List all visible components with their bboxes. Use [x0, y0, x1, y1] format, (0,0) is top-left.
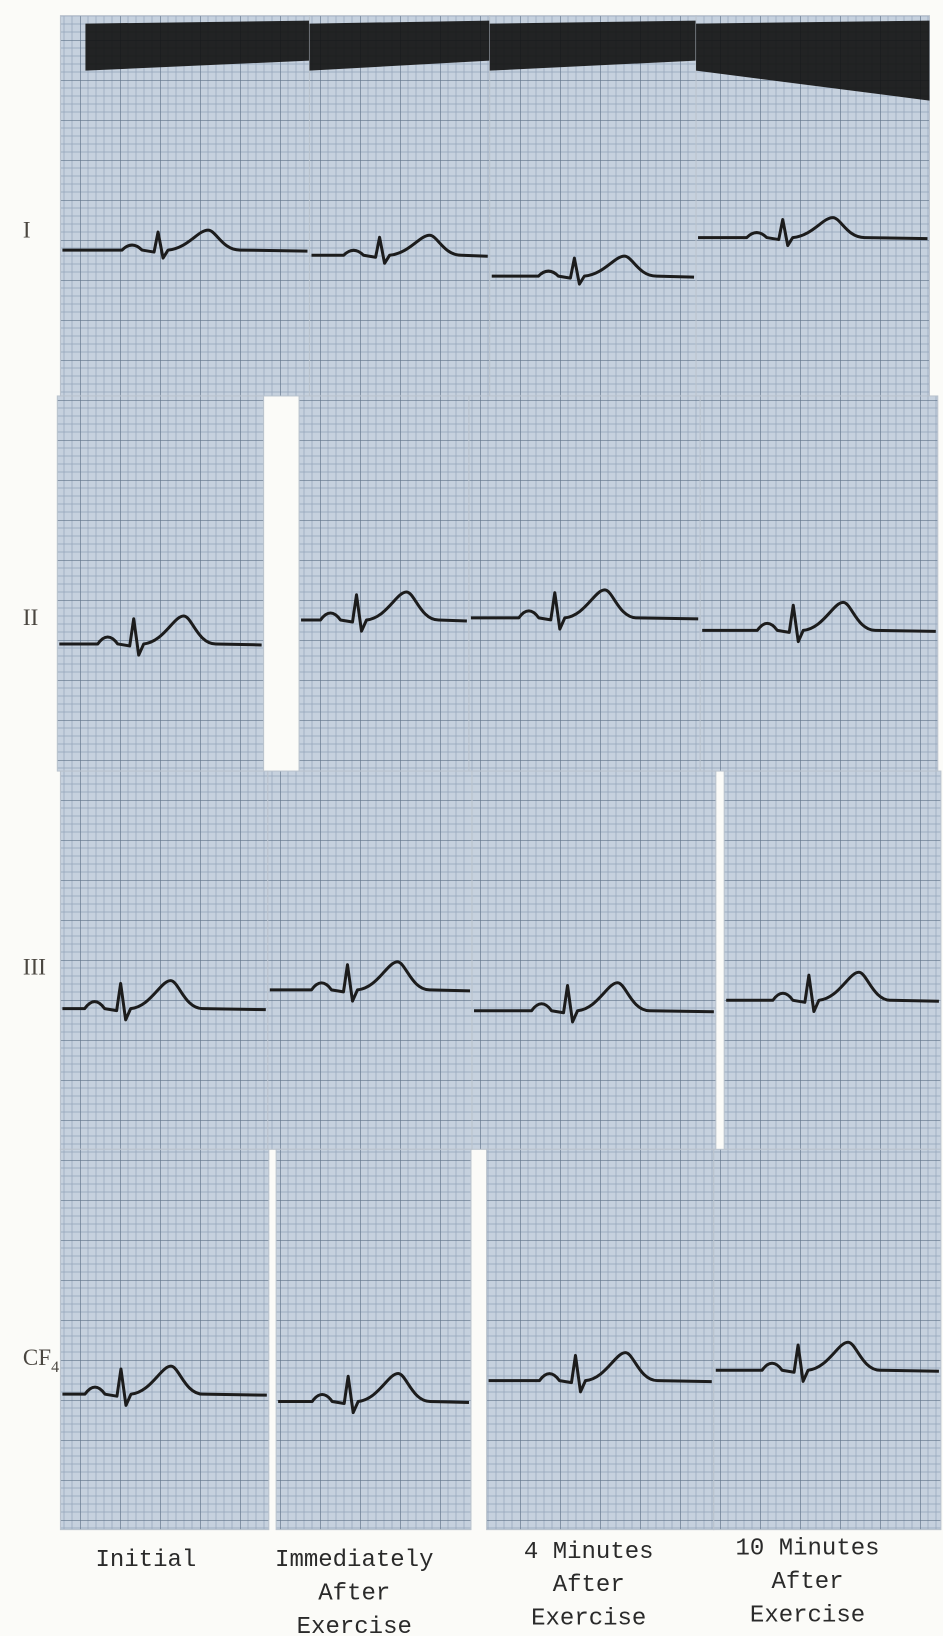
column-label: After [318, 1580, 390, 1607]
lead-name: I [23, 218, 31, 243]
ecg-strip [469, 396, 700, 771]
column-label: Initial [95, 1547, 196, 1574]
column-label: Exercise [531, 1605, 646, 1632]
ecg-strip [60, 1149, 268, 1529]
column-label: Exercise [750, 1602, 865, 1629]
ecg-strip [487, 1149, 714, 1529]
lead-label: I [23, 218, 31, 243]
ecg-strip [724, 771, 941, 1149]
column-label: Exercise [297, 1614, 412, 1636]
column-label: After [553, 1572, 625, 1599]
ecg-sheet: IIIIIICF4InitialImmediatelyAfterExercise… [0, 0, 943, 1636]
ecg-strip [60, 771, 267, 1149]
ecg-strip [60, 16, 309, 396]
ecg-strip [57, 396, 263, 771]
ecg-strip [268, 771, 472, 1149]
lead-name: III [23, 954, 46, 979]
lead-name: CF [23, 1345, 51, 1370]
ecg-strip [700, 396, 938, 771]
lead-label: II [23, 605, 38, 630]
lead-name: II [23, 605, 38, 630]
ecg-strip [299, 396, 469, 771]
column-label: Immediately [275, 1547, 433, 1574]
ecg-strip [490, 16, 696, 396]
column-label: 10 Minutes [736, 1536, 880, 1563]
ecg-strip [276, 1149, 471, 1529]
ecg-strip [309, 16, 489, 396]
ecg-strip [714, 1149, 941, 1529]
lead-subscript: 4 [51, 1359, 59, 1376]
column-label: After [772, 1569, 844, 1596]
page: IIIIIICF4InitialImmediatelyAfterExercise… [0, 0, 943, 1636]
lead-label: III [23, 954, 46, 979]
ecg-strip [472, 771, 716, 1149]
column-label: 4 Minutes [524, 1539, 654, 1566]
